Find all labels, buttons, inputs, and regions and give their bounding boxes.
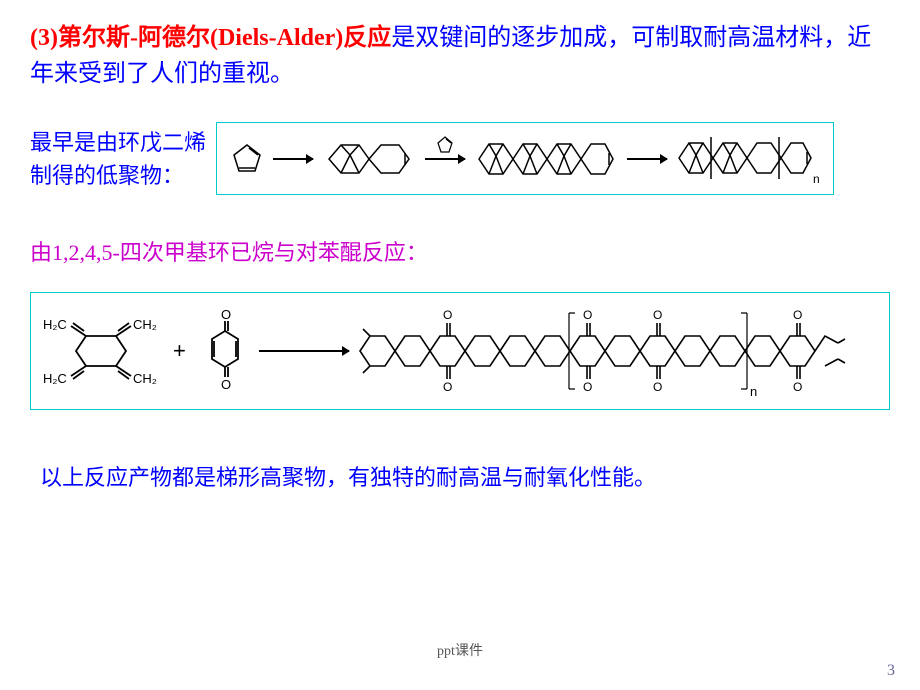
- label-ch2-tr: CH₂: [133, 317, 157, 332]
- label-h2c-bl: H₂C: [43, 371, 67, 386]
- tricyclic-icon: [471, 134, 621, 184]
- svg-text:O: O: [583, 380, 592, 394]
- plus-sign: +: [173, 338, 186, 364]
- svg-text:O: O: [443, 380, 452, 394]
- scheme2-box: H₂C CH₂ H₂C CH₂ + O O: [30, 292, 890, 410]
- benzoquinone-icon: O O: [198, 309, 253, 394]
- svg-text:O: O: [583, 308, 592, 322]
- label-O-bot: O: [221, 377, 231, 392]
- svg-text:O: O: [653, 308, 662, 322]
- repeat-n: n: [750, 384, 757, 399]
- arrow-icon: [259, 350, 349, 352]
- svg-text:O: O: [653, 380, 662, 394]
- page-number: 3: [887, 662, 895, 680]
- ladder-polymer-icon: O O O O O O O O n: [355, 301, 855, 401]
- svg-text:O: O: [793, 380, 802, 394]
- label-O-top: O: [221, 309, 231, 322]
- reagent-above-icon: [434, 134, 456, 156]
- arrow-icon: [273, 158, 313, 160]
- conclusion: 以上反应产物都是梯形高聚物，有独特的耐高温与耐氧化性能。: [40, 460, 890, 492]
- arrow-icon: [425, 158, 465, 160]
- label-ch2-br: CH₂: [133, 371, 157, 386]
- svg-text:O: O: [793, 308, 802, 322]
- label-h2c-tl: H₂C: [43, 317, 67, 332]
- section1: 最早是由环戊二烯 制得的低聚物：: [30, 122, 890, 195]
- tetraene-icon: H₂C CH₂ H₂C CH₂: [41, 311, 161, 391]
- repeat-n: n: [813, 172, 820, 186]
- dicyclopentadiene-icon: [319, 135, 419, 183]
- section1-line1: 最早是由环戊二烯: [30, 126, 206, 159]
- section1-text: 最早是由环戊二烯 制得的低聚物：: [30, 126, 206, 192]
- scheme1-box: n: [216, 122, 834, 195]
- cyclopentadiene-icon: [227, 139, 267, 179]
- heading-prefix: (3)第尔斯-阿德尔(Diels-Alder)反应: [30, 25, 391, 51]
- svg-text:O: O: [443, 308, 452, 322]
- arrow2-wrap: [425, 158, 465, 160]
- footer-label: ppt课件: [437, 640, 483, 660]
- polymer1-icon: n: [673, 131, 823, 186]
- section1-line2: 制得的低聚物：: [30, 159, 206, 192]
- arrow-icon: [627, 158, 667, 160]
- section2-text: 由1,2,4,5-四次甲基环已烷与对苯醌反应：: [30, 235, 890, 267]
- heading: (3)第尔斯-阿德尔(Diels-Alder)反应是双键间的逐步加成，可制取耐高…: [30, 20, 890, 92]
